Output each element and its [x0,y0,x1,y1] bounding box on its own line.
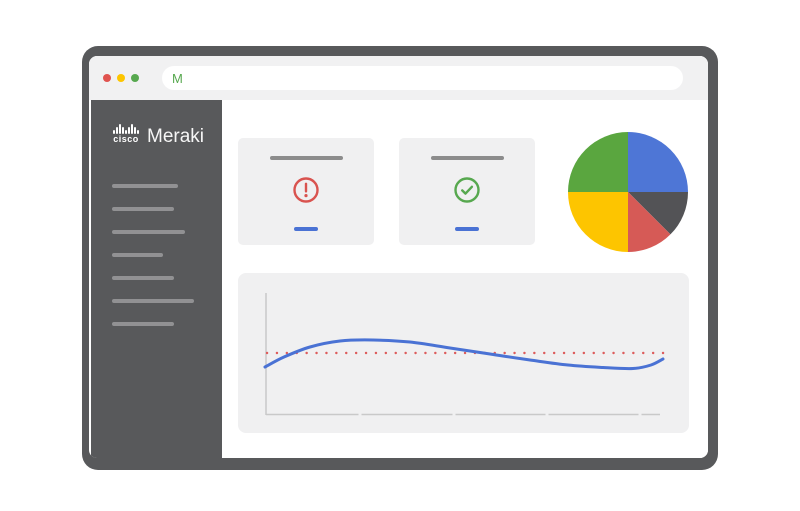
card-title-placeholder [430,156,504,160]
pie-slice-green [568,132,628,192]
browser-window-frame: M cisco Meraki [82,46,718,470]
sidebar-nav [112,184,194,345]
sidebar-nav-item-placeholder[interactable] [112,276,174,280]
pie-slice-red [628,192,671,252]
card-title-placeholder [269,156,343,160]
card-link-placeholder[interactable] [294,227,318,231]
line-chart-card [238,273,689,433]
check-icon [454,177,480,203]
line-chart [263,293,666,416]
sidebar-nav-item-placeholder[interactable] [112,322,174,326]
cisco-logo-icon: cisco [113,124,139,144]
address-bar[interactable]: M [162,66,683,90]
status-card-alert [238,138,374,245]
meraki-brand: cisco Meraki [113,124,205,147]
pie-slice-dark-gray [628,192,688,235]
pie-chart [568,132,688,252]
sidebar-nav-item-placeholder[interactable] [112,299,194,303]
cisco-bridge-bars-icon [113,124,139,134]
card-link-placeholder[interactable] [455,227,479,231]
cisco-wordmark: cisco [113,134,139,144]
traffic-lights [103,74,139,82]
dashboard-content [222,100,708,458]
status-card-ok [399,138,535,245]
pie-slice-yellow [568,192,628,252]
window-zoom-button[interactable] [131,74,139,82]
window-close-button[interactable] [103,74,111,82]
window-minimize-button[interactable] [117,74,125,82]
sidebar-nav-item-placeholder[interactable] [112,230,185,234]
window-body: cisco Meraki [89,100,708,458]
sidebar-nav-item-placeholder[interactable] [112,184,178,188]
browser-window: M cisco Meraki [89,56,708,458]
alert-icon [293,177,319,203]
meraki-wordmark: Meraki [147,126,205,147]
sidebar: cisco Meraki [91,100,222,458]
address-bar-text: M [172,70,183,86]
pie-slice-blue [628,132,688,192]
sidebar-nav-item-placeholder[interactable] [112,253,163,257]
browser-toolbar: M [89,56,708,100]
sidebar-nav-item-placeholder[interactable] [112,207,174,211]
series-line-trend [263,338,665,371]
